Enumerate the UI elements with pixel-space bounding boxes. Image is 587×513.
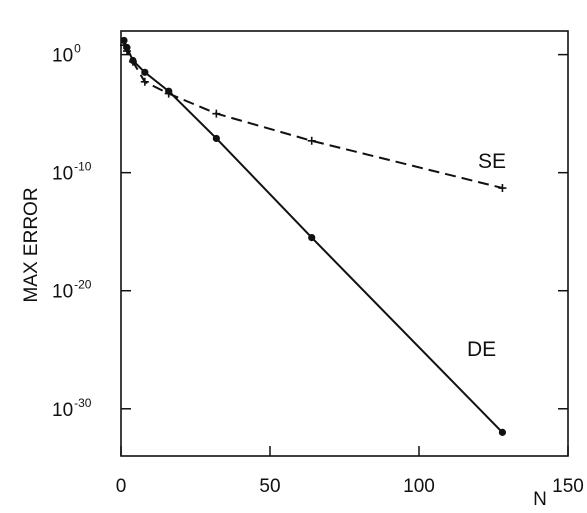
data-point-se (307, 136, 316, 145)
y-axis-label: MAX ERROR (21, 187, 42, 302)
series-line-se (123, 44, 503, 189)
x-tick-label: 150 (552, 476, 584, 497)
x-tick-label: 50 (259, 476, 280, 497)
data-point-de (498, 428, 507, 436)
data-point-se (140, 77, 149, 86)
data-point-se (212, 109, 221, 118)
y-tick-label: 100 (52, 42, 81, 67)
x-axis-label: N (533, 489, 547, 510)
data-point-de (212, 134, 220, 143)
x-tick-label: 100 (403, 476, 435, 497)
x-tick-label: 0 (116, 476, 127, 497)
series-label-se: SE (478, 150, 506, 173)
y-tick-label: 10-10 (52, 160, 92, 185)
data-point-de (308, 233, 316, 242)
data-point-de (165, 87, 173, 95)
series-markers (119, 36, 507, 436)
data-point-de (120, 36, 128, 45)
data-point-se (498, 184, 507, 193)
axis-ticks (120, 53, 569, 456)
tick-labels: 0 50 100 150 100 10-10 10-20 10-30 (52, 42, 584, 497)
data-point-de (129, 56, 137, 65)
y-tick-label: 10-30 (52, 396, 92, 421)
data-point-de (123, 43, 131, 52)
data-point-de (141, 68, 149, 76)
series-label-de: DE (467, 338, 496, 361)
y-tick-label: 10-20 (52, 278, 92, 303)
plot-frame (120, 30, 569, 457)
